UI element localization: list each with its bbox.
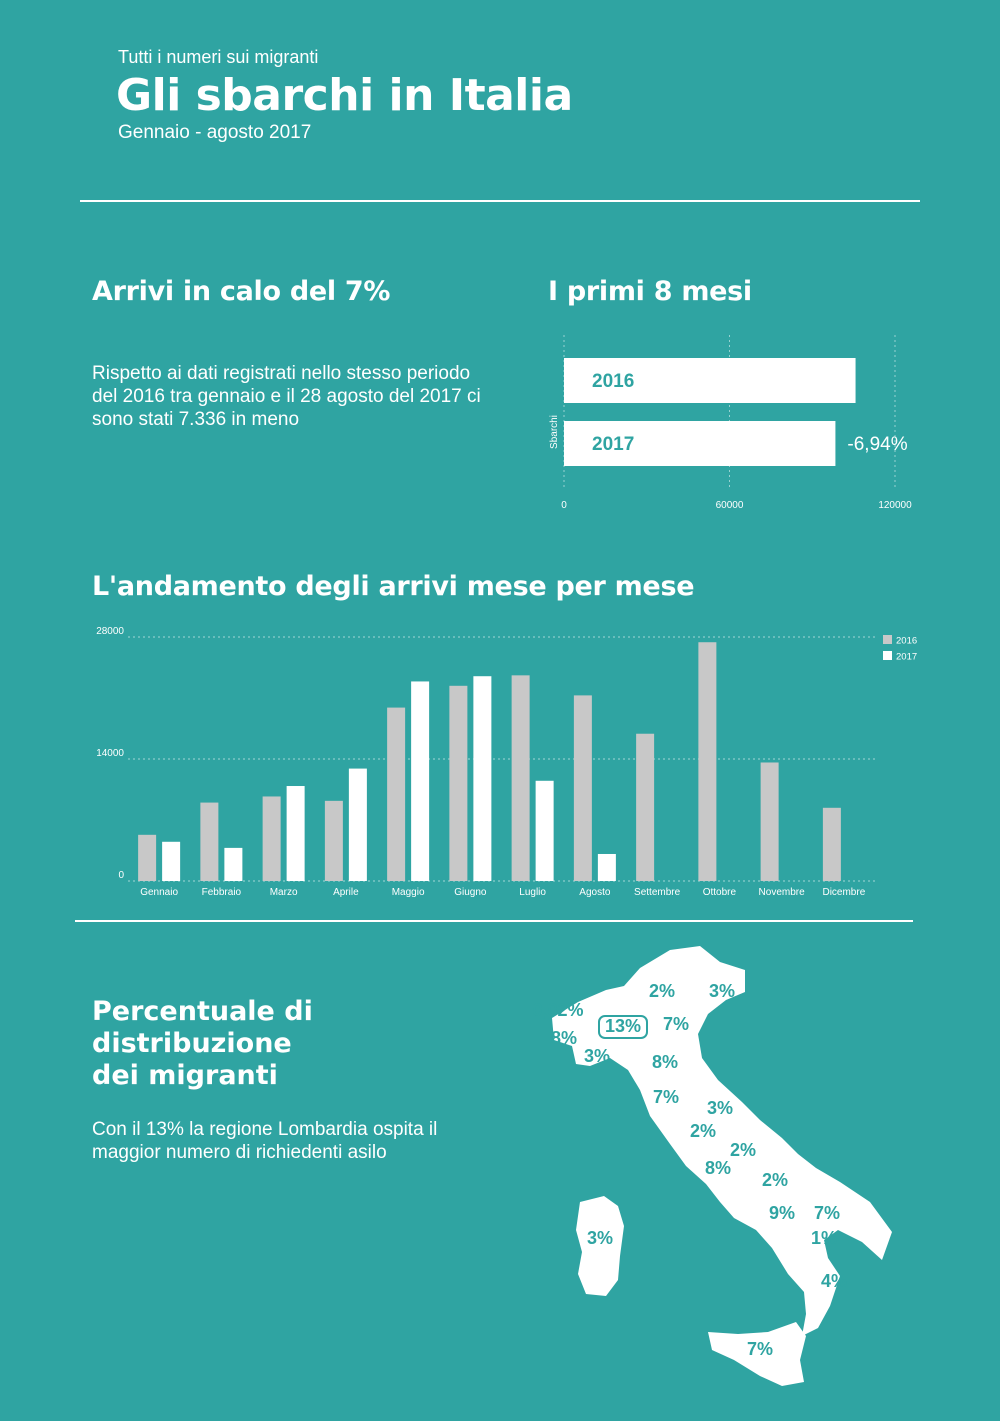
bar-2016-Maggio bbox=[387, 707, 406, 881]
region-percentage: 1% bbox=[811, 1228, 837, 1248]
region-percentage: 8% bbox=[551, 1028, 577, 1048]
bar-2016-Aprile bbox=[324, 800, 343, 881]
region-percentage: 4% bbox=[821, 1271, 847, 1291]
header-kicker: Tutti i numeri sui migranti bbox=[118, 47, 319, 67]
bar-2016 bbox=[564, 358, 856, 403]
page-title: Gli sbarchi in Italia bbox=[116, 70, 573, 121]
divider bbox=[80, 200, 920, 202]
bar-2016-Dicembre bbox=[822, 807, 841, 881]
region-percentage: 8% bbox=[652, 1052, 678, 1072]
region-percentage: 13% bbox=[605, 1016, 641, 1036]
trend-heading: L'andamento degli arrivi mese per mese bbox=[92, 571, 695, 602]
legend-label: 2017 bbox=[896, 652, 917, 663]
highlight-box bbox=[598, 1015, 648, 1039]
x-tick-label: Dicembre bbox=[822, 887, 865, 898]
region-percentage: 8% bbox=[705, 1158, 731, 1178]
bar-2016-Febbraio bbox=[200, 802, 219, 881]
x-tick-label: 60000 bbox=[716, 500, 744, 511]
region-percentage: 2% bbox=[649, 981, 675, 1001]
x-tick-label: 0 bbox=[561, 500, 567, 511]
x-tick-label: Maggio bbox=[392, 887, 425, 898]
x-tick-label: Agosto bbox=[579, 887, 611, 898]
region-percentage: 7% bbox=[747, 1339, 773, 1359]
region-percentage: 3% bbox=[707, 1098, 733, 1118]
region-percentage: 7% bbox=[814, 1203, 840, 1223]
bar-2017-Gennaio bbox=[162, 841, 181, 881]
y-axis-label: Sbarchi bbox=[549, 415, 560, 449]
bar-2016-Agosto bbox=[573, 695, 592, 881]
x-tick-label: 120000 bbox=[878, 500, 912, 511]
x-tick-label: Luglio bbox=[519, 887, 546, 898]
sicily-shape bbox=[708, 1322, 806, 1386]
legend-swatch bbox=[883, 635, 892, 644]
change-annotation: -6,94% bbox=[847, 434, 907, 455]
italy-mainland-shape bbox=[552, 946, 892, 1336]
bar-2016-Novembre bbox=[760, 762, 779, 881]
distribution-text: Con il 13% la regione Lombardia ospita i… bbox=[92, 1119, 438, 1163]
heading-line: Percentuale di bbox=[92, 996, 313, 1027]
bar-2016-Gennaio bbox=[138, 834, 157, 881]
x-tick-label: Settembre bbox=[634, 887, 681, 898]
bar-label: 2017 bbox=[592, 434, 634, 455]
sardinia-shape bbox=[576, 1196, 624, 1296]
intro-heading: Arrivi in calo del 7% bbox=[92, 276, 391, 307]
region-percentage: 2% bbox=[762, 1170, 788, 1190]
x-tick-label: Novembre bbox=[759, 887, 806, 898]
bar-2017-Febbraio bbox=[224, 847, 243, 881]
bar-2017-Luglio bbox=[535, 780, 554, 881]
x-tick-label: Marzo bbox=[270, 887, 298, 898]
x-tick-label: Ottobre bbox=[703, 887, 737, 898]
intro-text: Rispetto ai dati registrati nello stesso… bbox=[92, 363, 481, 430]
bar-2017-Marzo bbox=[286, 786, 305, 881]
bar-2017-Maggio bbox=[411, 681, 430, 881]
bar-2017-Aprile bbox=[348, 768, 367, 881]
region-percentage: 3% bbox=[587, 1228, 613, 1248]
bar-2016-Settembre bbox=[636, 733, 655, 881]
bar-label: 2016 bbox=[592, 371, 634, 392]
legend-label: 2016 bbox=[896, 636, 917, 647]
y-tick-label: 0 bbox=[118, 870, 124, 881]
bar-2016-Ottobre bbox=[698, 642, 717, 881]
first-months-chart: 2016 2017 -6,94% 0 60000 120000 Sbarchi bbox=[549, 335, 912, 511]
distribution-heading: Percentuale di distribuzione dei migrant… bbox=[92, 996, 313, 1092]
bar-2016-Giugno bbox=[449, 685, 468, 881]
region-percentage: 9% bbox=[769, 1203, 795, 1223]
region-percentage: 2% bbox=[690, 1121, 716, 1141]
page-subtitle: Gennaio - agosto 2017 bbox=[118, 122, 312, 143]
divider bbox=[75, 920, 913, 922]
bar-2016-Marzo bbox=[262, 796, 281, 881]
heading-line: dei migranti bbox=[92, 1060, 278, 1091]
region-percentage: 0,02% bbox=[532, 1000, 583, 1020]
region-percentage: 3% bbox=[584, 1046, 610, 1066]
x-tick-label: Giugno bbox=[454, 887, 487, 898]
region-percentage: 2% bbox=[730, 1140, 756, 1160]
region-percentage: 7% bbox=[653, 1087, 679, 1107]
italy-map: 0,02%8%13%2% 3%7%3% 8%7%3%2%2%8%2%9% 7%1%3%… bbox=[532, 946, 892, 1386]
bar-2016-Luglio bbox=[511, 675, 530, 881]
x-tick-label: Gennaio bbox=[140, 887, 178, 898]
x-tick-label: Aprile bbox=[333, 887, 359, 898]
x-tick-label: Febbraio bbox=[202, 887, 242, 898]
bar-2017-Agosto bbox=[597, 853, 616, 881]
region-percentage: 7% bbox=[663, 1014, 689, 1034]
bar-2017-Giugno bbox=[473, 676, 492, 881]
heading-line: distribuzione bbox=[92, 1028, 292, 1059]
y-tick-label: 14000 bbox=[96, 748, 124, 759]
bar-2017 bbox=[564, 421, 836, 466]
monthly-chart: 0 14000 28000 Gennaio Febbraio Marzo Aprile Ma… bbox=[96, 626, 917, 898]
y-tick-label: 28000 bbox=[96, 626, 124, 637]
legend-swatch bbox=[883, 651, 892, 660]
region-percentage: 3% bbox=[709, 981, 735, 1001]
first-months-heading: I primi 8 mesi bbox=[548, 276, 752, 307]
